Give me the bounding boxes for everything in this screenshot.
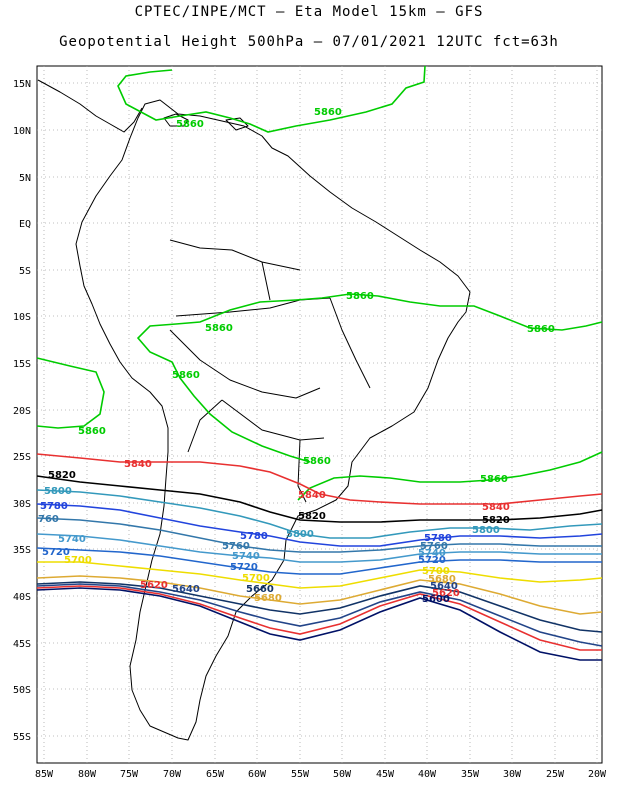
contour-label-5620: 5620 <box>140 580 168 591</box>
contour-5840 <box>36 453 603 505</box>
contour-label-5860: 5860 <box>480 474 508 485</box>
lon-tick: 30W <box>503 769 522 780</box>
lon-tick: 70W <box>163 769 182 780</box>
contour-5680 <box>36 575 603 615</box>
contour-label-5680: 5680 <box>254 593 282 604</box>
lat-tick: 30S <box>13 499 31 510</box>
contour-label-5720: 5720 <box>42 547 70 558</box>
contour-5600 <box>36 587 602 661</box>
contour-label-5800: 5800 <box>44 486 72 497</box>
contours <box>36 65 603 661</box>
map-subtitle: Geopotential Height 500hPa – 07/01/2021 … <box>59 34 559 50</box>
lon-tick: 85W <box>35 769 54 780</box>
contour-label-5780: 5780 <box>240 531 268 542</box>
contour-label-5860: 5860 <box>303 456 331 467</box>
lon-tick: 35W <box>461 769 480 780</box>
contour-label-5700: 5700 <box>242 573 270 584</box>
contour-label-5820: 5820 <box>48 470 76 481</box>
contour-label-5800: 5800 <box>472 525 500 536</box>
contour-label-5800: 5800 <box>286 529 314 540</box>
contour-label-5740: 5740 <box>232 551 260 562</box>
contour-label-5860: 5860 <box>176 119 204 130</box>
contour-label-5640: 5640 <box>430 581 458 592</box>
lat-tick: 15N <box>13 79 31 90</box>
lat-tick: 10N <box>13 126 31 137</box>
contour-label-5680: 5680 <box>428 574 456 585</box>
contour-5860-west <box>36 357 105 429</box>
contour-5740 <box>36 533 602 563</box>
lat-tick: EQ <box>19 219 31 230</box>
contour-5620 <box>36 585 602 651</box>
contour-label-5760: 5760 <box>420 541 448 552</box>
contour-label-5860: 5860 <box>78 426 106 437</box>
lat-tick: 5S <box>19 266 31 277</box>
lat-tick: 25S <box>13 452 31 463</box>
lon-tick: 60W <box>248 769 267 780</box>
lon-tick: 55W <box>291 769 310 780</box>
lat-tick: 45S <box>13 639 31 650</box>
contour-label-5760: 5760 <box>222 541 250 552</box>
contour-label-5620: 5620 <box>432 588 460 599</box>
contour-label-5700: 5700 <box>64 555 92 566</box>
grid <box>37 66 602 763</box>
contour-label-5640: 5640 <box>172 584 200 595</box>
contour-label-5700: 5700 <box>422 566 450 577</box>
contour-label-5660: 5660 <box>246 584 274 595</box>
lat-tick: 55S <box>13 732 31 743</box>
lat-tick: 5N <box>19 173 31 184</box>
lon-tick: 45W <box>376 769 395 780</box>
contour-5860-south <box>297 451 603 501</box>
contour-5780 <box>36 503 603 547</box>
contour-5760 <box>36 517 602 553</box>
contour-label-5860: 5860 <box>314 107 342 118</box>
lon-tick: 50W <box>333 769 352 780</box>
lon-tick: 25W <box>546 769 565 780</box>
lat-tick: 40S <box>13 592 31 603</box>
contour-5800 <box>36 489 603 539</box>
lon-tick: 40W <box>418 769 437 780</box>
contour-5820 <box>36 475 603 523</box>
contour-5860-north <box>117 65 426 133</box>
contour-label-5860: 5860 <box>172 370 200 381</box>
contour-5640 <box>36 583 603 647</box>
contour-label-5820: 5820 <box>298 511 326 522</box>
contour-5720 <box>36 547 602 575</box>
contour-label-5860: 5860 <box>205 323 233 334</box>
contour-label-5840: 5840 <box>298 490 326 501</box>
lat-tick: 35S <box>13 545 31 556</box>
lon-tick: 80W <box>78 769 97 780</box>
contour-label-5740: 5740 <box>58 534 86 545</box>
central-america-coastline <box>37 79 143 133</box>
country-borders <box>169 239 371 503</box>
lat-tick: 50S <box>13 685 31 696</box>
lat-tick: 15S <box>13 359 31 370</box>
contour-label-5780: 5780 <box>424 533 452 544</box>
contour-label-5860: 5860 <box>346 291 374 302</box>
lon-tick: 75W <box>120 769 139 780</box>
coastlines <box>37 79 471 741</box>
contour-label-5780: 5780 <box>40 501 68 512</box>
contour-label-5860: 5860 <box>527 324 555 335</box>
contour-label-5820: 5820 <box>482 515 510 526</box>
contour-label-5720: 5720 <box>418 555 446 566</box>
contour-label-5720: 5720 <box>230 562 258 573</box>
contour-label-5600: 5600 <box>422 594 450 605</box>
lat-tick: 10S <box>13 312 31 323</box>
contour-label-760: 760 <box>38 514 59 525</box>
contour-label-5840: 5840 <box>482 502 510 513</box>
lat-tick: 20S <box>13 406 31 417</box>
map-title: CPTEC/INPE/MCT – Eta Model 15km – GFS <box>134 4 484 20</box>
contour-5860-tropics <box>136 293 603 463</box>
contour-label-5840: 5840 <box>124 459 152 470</box>
lon-tick: 65W <box>206 769 225 780</box>
south-america-coastline <box>75 99 471 741</box>
map-frame <box>36 65 603 764</box>
island-outline <box>163 113 189 127</box>
contour-label-5740: 5740 <box>418 548 446 559</box>
lon-tick: 20W <box>588 769 607 780</box>
contour-5660 <box>36 581 603 633</box>
contour-5700 <box>37 561 603 589</box>
island-outline <box>225 117 249 131</box>
